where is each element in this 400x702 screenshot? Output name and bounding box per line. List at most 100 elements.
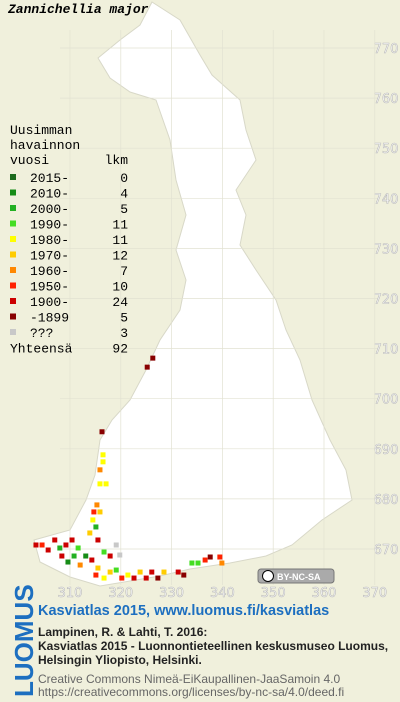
cc-icon <box>262 570 274 582</box>
legend-swatch <box>10 236 16 242</box>
observation-square <box>91 509 97 515</box>
legend-swatch <box>10 329 16 335</box>
observation-square <box>175 569 181 575</box>
northing-label: 690 <box>374 443 399 458</box>
observation-square <box>207 554 213 560</box>
observation-square <box>69 537 75 543</box>
legend-label: 1980- <box>30 233 69 248</box>
legend-label: -1899 <box>30 311 69 326</box>
observation-square <box>117 552 123 558</box>
license-badge: BY-NC-SA <box>257 568 335 584</box>
license: Creative Commons Nimeä-EiKaupallinen-Jaa… <box>38 672 340 686</box>
legend-header: Uusimman <box>10 123 72 138</box>
citation: Lampinen, R. & Lahti, T. 2016: <box>38 625 207 639</box>
observation-square <box>75 545 81 551</box>
badge-box <box>257 568 335 584</box>
easting-label: 340 <box>210 586 235 601</box>
observation-square <box>93 524 99 530</box>
observation-square <box>125 572 131 578</box>
northing-label: 740 <box>374 192 399 207</box>
legend-label: 2000- <box>30 202 69 217</box>
observations <box>33 355 225 581</box>
observation-square <box>101 549 107 555</box>
observation-square <box>143 575 149 581</box>
legend-count-header: lkm <box>105 153 129 168</box>
citation: Helsingin Yliopisto, Helsinki. <box>38 653 202 667</box>
observation-square <box>107 569 113 575</box>
legend-swatch <box>10 205 16 211</box>
observation-square <box>90 517 96 523</box>
easting-label: 360 <box>312 586 337 601</box>
legend-count: 24 <box>112 295 128 310</box>
legend-label: ??? <box>30 326 53 341</box>
observation-square <box>45 547 51 553</box>
observation-square <box>77 562 83 568</box>
legend-count: 4 <box>120 187 128 202</box>
legend-count: 5 <box>120 311 128 326</box>
northing-label: 720 <box>374 293 399 308</box>
observation-square <box>57 545 63 551</box>
legend-header: vuosi <box>10 153 49 168</box>
observation-square <box>52 537 58 543</box>
northing-label: 750 <box>374 142 399 157</box>
easting-label: 370 <box>362 586 387 601</box>
observation-square <box>189 560 195 566</box>
observation-square <box>100 452 106 458</box>
legend-count: 0 <box>120 171 128 186</box>
northing-label: 770 <box>374 42 399 57</box>
northing-label: 730 <box>374 242 399 257</box>
observation-square <box>195 560 201 566</box>
observation-square <box>181 572 187 578</box>
observation-square <box>155 575 161 581</box>
citation: Kasviatlas 2015 - Luonnontieteellinen ke… <box>38 639 388 653</box>
observation-square <box>217 554 223 560</box>
legend-count: 12 <box>112 249 128 264</box>
brand: LUOMUS <box>9 584 39 697</box>
easting-label: 330 <box>159 586 184 601</box>
observation-square <box>103 481 109 487</box>
legend-swatch <box>10 174 16 180</box>
observation-square <box>101 575 107 581</box>
legend-label: 1970- <box>30 249 69 264</box>
observation-square <box>150 355 156 361</box>
legend-swatch <box>10 298 16 304</box>
observation-square <box>95 537 101 543</box>
license: https://creativecommons.org/licenses/by-… <box>38 685 344 699</box>
total-label: Yhteensä <box>10 342 73 357</box>
legend-label: 1990- <box>30 218 69 233</box>
legend-count: 11 <box>112 218 128 233</box>
legend-header: havainnon <box>10 138 80 153</box>
observation-square <box>99 429 105 435</box>
badge-text: BY-NC-SA <box>277 572 321 582</box>
legend-count: 5 <box>120 202 128 217</box>
observation-square <box>97 509 103 515</box>
observation-square <box>94 502 100 508</box>
observation-square <box>97 467 103 473</box>
legend-count: 10 <box>112 280 128 295</box>
observation-square <box>144 364 150 370</box>
northing-label: 760 <box>374 92 399 107</box>
legend-swatch <box>10 220 16 227</box>
observation-square <box>137 569 143 575</box>
observation-square <box>107 553 113 559</box>
legend-swatch <box>10 251 16 258</box>
finland-outline <box>33 1 353 587</box>
northing-label: 700 <box>374 393 399 408</box>
observation-square <box>113 567 119 573</box>
observation-square <box>65 559 71 565</box>
observation-square <box>59 553 65 559</box>
easting-label: 350 <box>261 586 286 601</box>
legend-label: 1950- <box>30 280 69 295</box>
legend-label: 1960- <box>30 264 69 279</box>
observation-square <box>63 542 69 548</box>
observation-square <box>87 530 93 536</box>
total-count: 92 <box>112 342 128 357</box>
observation-square <box>119 575 125 581</box>
easting-label: 320 <box>108 586 133 601</box>
title: Zannichellia major <box>7 2 149 17</box>
observation-square <box>33 542 39 548</box>
northing-label: 670 <box>374 543 399 558</box>
legend-label: 2015- <box>30 171 69 186</box>
